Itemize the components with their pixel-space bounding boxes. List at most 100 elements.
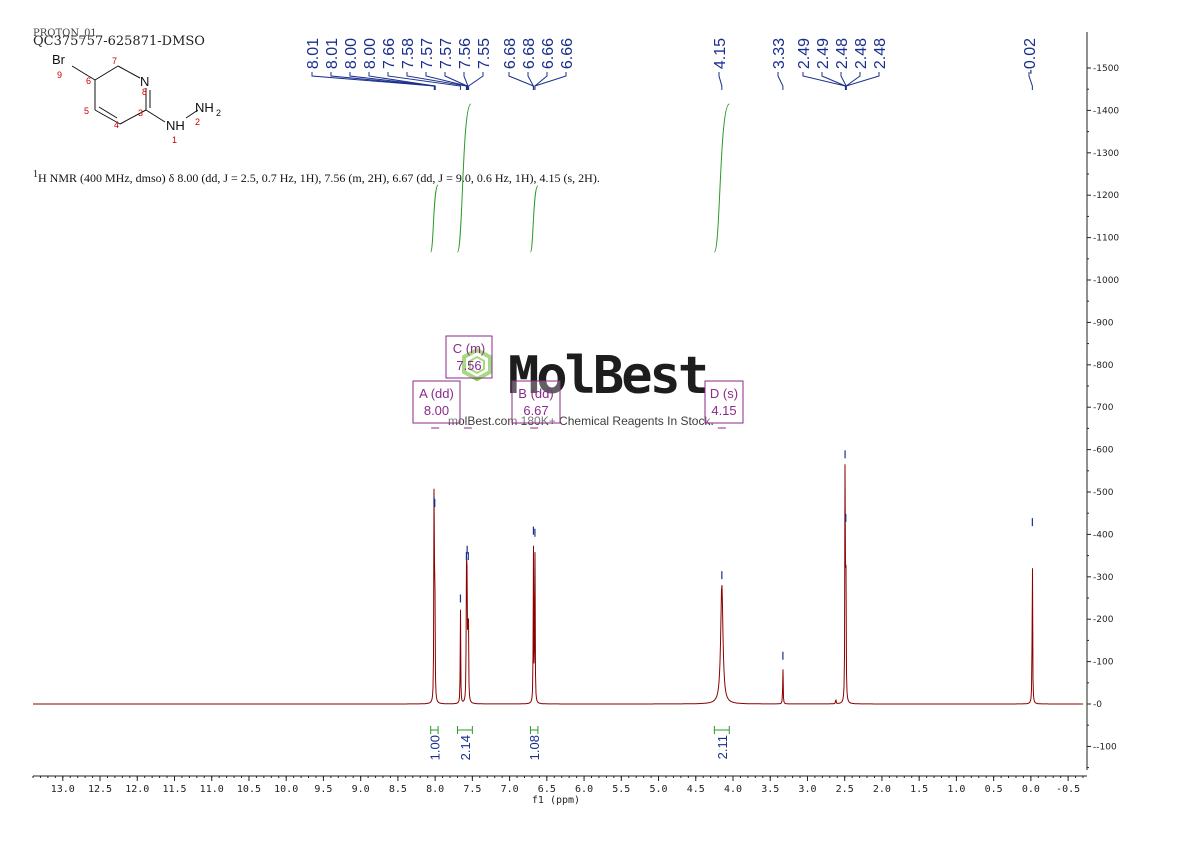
y-tick-label: -600 bbox=[1093, 446, 1114, 456]
multiplet-label: B (dd) bbox=[518, 386, 553, 401]
x-tick-label: 6.0 bbox=[575, 784, 593, 795]
y-tick-label: -0 bbox=[1093, 700, 1102, 710]
peak-label-text: 2.49 bbox=[796, 38, 813, 69]
y-tick-label: -1500 bbox=[1093, 64, 1119, 74]
peak-label-text: 7.55 bbox=[476, 38, 493, 69]
peak-label-text: 8.00 bbox=[362, 38, 379, 69]
peak-label-connector bbox=[845, 72, 861, 90]
peak-labels: 8.01 8.01 8.00 8.00 7.66 7.58 7.57 7.57 7.56 7.55… bbox=[305, 38, 1039, 90]
peak-label-connector bbox=[845, 72, 880, 90]
peak-label-text: 6.68 bbox=[521, 38, 538, 69]
x-tick-label: 10.0 bbox=[274, 784, 298, 795]
x-tick-label: 2.5 bbox=[836, 784, 854, 795]
peak-label-text: 4.15 bbox=[712, 38, 729, 69]
y-tick-label: -100 bbox=[1093, 658, 1114, 668]
molecule-structure: Br N NH NH 2 1 2 3 4 5 6 7 8 9 bbox=[52, 52, 221, 145]
atom-nh: NH bbox=[166, 118, 185, 133]
x-tick-label: 7.0 bbox=[501, 784, 519, 795]
peak-label-connector bbox=[821, 72, 846, 90]
summary-text: H NMR (400 MHz, dmso) δ 8.00 (dd, J = 2.… bbox=[38, 171, 600, 185]
integral-curve-0 bbox=[430, 184, 439, 253]
y-tick-label: -300 bbox=[1093, 573, 1114, 583]
atom-number-7: 7 bbox=[112, 56, 117, 66]
multiplet-label: C (m) bbox=[453, 341, 486, 356]
multiplet-box bbox=[412, 380, 461, 424]
integral-regions: 1.00 2.14 1.08 2.11 bbox=[427, 726, 730, 760]
watermark: MolBest molBest.com 180K+ Chemical Reage… bbox=[448, 346, 714, 428]
peak-label-connector bbox=[527, 72, 534, 90]
multiplet-box bbox=[511, 380, 561, 424]
x-tick-label: 10.5 bbox=[237, 784, 261, 795]
y-axis: -1500 -1400 -1300 -1200 -1100 -1000 -900 -800 -7… bbox=[1086, 32, 1119, 770]
peak-label-text: 7.58 bbox=[400, 38, 417, 69]
peak-label-text: 2.48 bbox=[834, 38, 851, 69]
x-tick-label: 6.5 bbox=[538, 784, 556, 795]
multiplet-boxes: A (dd) 8.00 C (m) 7.56 B (dd) 6.67 D (s) 4.15 bbox=[412, 335, 744, 429]
peak-label-text: 8.01 bbox=[305, 38, 322, 69]
x-tick-label: 1.5 bbox=[910, 784, 928, 795]
peak-label-text: 7.66 bbox=[381, 38, 398, 69]
x-tick-label: -0.5 bbox=[1056, 784, 1080, 795]
y-tick-label: -1100 bbox=[1093, 234, 1119, 244]
nmr-summary: 1H NMR (400 MHz, dmso) δ 8.00 (dd, J = 2… bbox=[33, 166, 633, 187]
y-tick-label: -1400 bbox=[1093, 106, 1119, 116]
peak-label-text: 7.57 bbox=[438, 38, 455, 69]
x-tick-label: 9.5 bbox=[314, 784, 332, 795]
multiplet-label: D (s) bbox=[710, 386, 738, 401]
y-tick-label: -200 bbox=[1093, 615, 1114, 625]
peak-label-connector bbox=[468, 72, 484, 90]
peak-label-text: 2.49 bbox=[815, 38, 832, 69]
y-tick-label: -1300 bbox=[1093, 149, 1119, 159]
x-axis: 13.0 12.5 12.0 11.5 11.0 10.5 10.0 9.5 9.0 8.5 8.0… bbox=[32, 775, 1087, 795]
x-axis-label: f1 (ppm) bbox=[532, 795, 580, 806]
integral-curves bbox=[430, 103, 730, 253]
peak-label-connector bbox=[534, 72, 548, 90]
x-tick-label: 5.0 bbox=[650, 784, 668, 795]
peak-label-text: 2.48 bbox=[853, 38, 870, 69]
overlay-text: PROTON_01 bbox=[33, 28, 97, 39]
multiplet-label: A (dd) bbox=[419, 386, 454, 401]
integral-value: 1.08 bbox=[527, 735, 542, 760]
peak-label-connector bbox=[777, 72, 784, 90]
y-tick-label: -900 bbox=[1093, 318, 1114, 328]
y-tick-label: -400 bbox=[1093, 530, 1114, 540]
y-tick-label: -1000 bbox=[1093, 276, 1119, 286]
x-tick-label: 4.5 bbox=[687, 784, 705, 795]
x-tick-label: 2.0 bbox=[873, 784, 891, 795]
y-tick-label: -700 bbox=[1093, 403, 1114, 413]
y-tick-label: -500 bbox=[1093, 488, 1114, 498]
peak-label-text: -0.02 bbox=[1022, 38, 1039, 75]
y-tick-label: --100 bbox=[1093, 742, 1117, 752]
x-tick-label: 11.5 bbox=[162, 784, 186, 795]
atom-number-9: 9 bbox=[57, 70, 62, 80]
multiplet-shift: 4.15 bbox=[711, 403, 736, 418]
x-tick-label: 11.0 bbox=[200, 784, 224, 795]
multiplet-box bbox=[445, 335, 493, 379]
atom-number-2: 2 bbox=[195, 117, 200, 127]
x-tick-label: 12.5 bbox=[88, 784, 112, 795]
watermark-logo-text: MolBest bbox=[508, 346, 706, 406]
peak-label-text: 6.66 bbox=[559, 38, 576, 69]
watermark-tagline: molBest.com 180K+ Chemical Reagents In S… bbox=[448, 414, 714, 428]
molbest-logo-icon bbox=[462, 347, 492, 382]
x-tick-label: 3.5 bbox=[761, 784, 779, 795]
x-tick-label: 13.0 bbox=[51, 784, 75, 795]
summary-superscript: 1 bbox=[33, 169, 38, 180]
y-tick-label: -800 bbox=[1093, 361, 1114, 371]
integral-value: 2.14 bbox=[458, 735, 473, 760]
integral-curve-1 bbox=[456, 103, 472, 253]
x-tick-label: 4.0 bbox=[724, 784, 742, 795]
peak-label-text: 8.00 bbox=[343, 38, 360, 69]
peak-label-connector bbox=[463, 72, 469, 90]
x-tick-label: 9.0 bbox=[352, 784, 370, 795]
peak-label-text: 7.57 bbox=[419, 38, 436, 69]
peak-label-text: 6.66 bbox=[540, 38, 557, 69]
x-tick-label: 3.0 bbox=[798, 784, 816, 795]
sample-name: QC375757-625871-DMSO bbox=[33, 34, 205, 49]
peak-label-connector bbox=[330, 72, 435, 90]
peak-label-connector bbox=[368, 72, 436, 90]
x-tick-label: 0.5 bbox=[985, 784, 1003, 795]
multiplet-box bbox=[704, 380, 744, 424]
multiplet-shift: 6.67 bbox=[523, 403, 548, 418]
